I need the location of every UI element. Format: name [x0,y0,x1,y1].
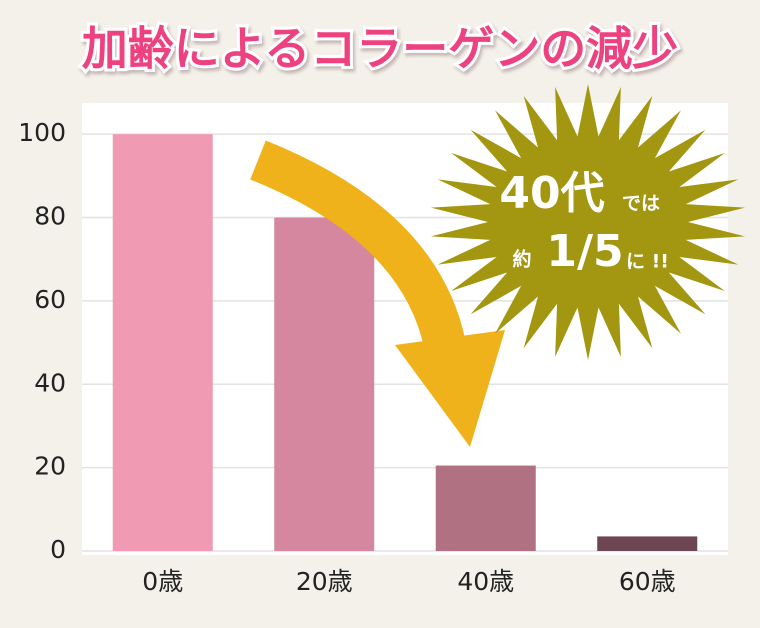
bar [274,217,375,551]
arrow-shaft [250,140,466,350]
x-tick-label: 20歳 [296,567,353,596]
annotation: に !! [626,251,669,273]
annotation: 1/5 [546,226,623,277]
x-tick-label: 40歳 [457,567,514,596]
y-tick-label: 40 [34,368,66,397]
chart-title: 加齢によるコラーゲンの減少 [82,22,679,76]
x-tick-label: 60歳 [619,567,676,596]
annotation: 40代 [499,168,604,219]
burst [430,84,746,360]
bar [597,536,698,551]
y-tick-label: 100 [18,118,66,147]
y-tick-label: 80 [34,202,66,231]
y-tick-label: 0 [50,535,66,564]
arrow-head [395,330,505,447]
annotation: では [622,193,660,215]
y-tick-label: 20 [34,452,66,481]
bar [435,465,536,551]
annotation: 約 [512,248,531,271]
y-tick-label: 60 [34,285,66,314]
bar [112,134,213,552]
x-tick-label: 0歳 [142,567,183,596]
